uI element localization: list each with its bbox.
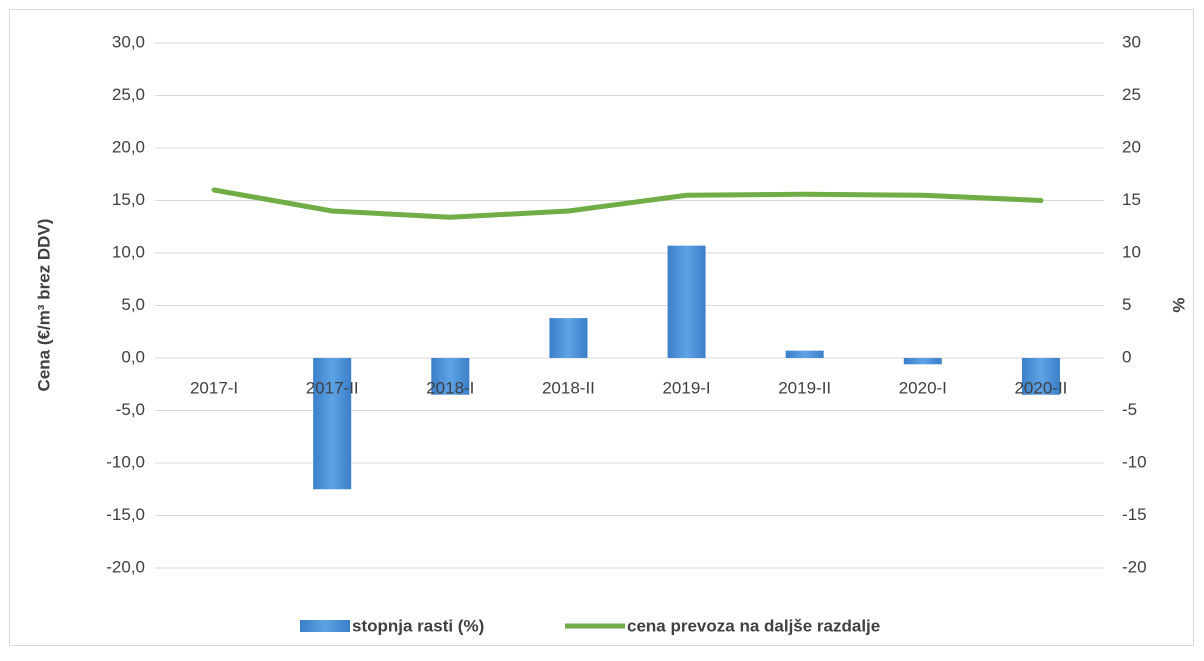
x-tick-label: 2018-I [426, 378, 474, 397]
y2-tick-label: 25 [1122, 85, 1141, 104]
x-tick-label: 2019-II [778, 378, 831, 397]
y2-tick-label: 20 [1122, 137, 1141, 156]
y-tick-label: 10,0 [112, 242, 145, 261]
y2-axis-label: % [1169, 297, 1188, 312]
chart-border [9, 9, 1194, 646]
y-tick-label: -15,0 [106, 505, 145, 524]
y2-tick-label: -20 [1122, 557, 1147, 576]
bar [667, 245, 706, 358]
legend-label: stopnja rasti (%) [352, 616, 484, 635]
bar [549, 318, 588, 358]
bar [431, 358, 470, 395]
bar [313, 358, 352, 490]
legend-swatch [300, 620, 350, 632]
y2-tick-label: 30 [1122, 32, 1141, 51]
x-tick-label: 2020-II [1014, 378, 1067, 397]
y2-tick-label: 0 [1122, 347, 1131, 366]
bar [785, 350, 824, 358]
y2-tick-label: -15 [1122, 505, 1147, 524]
y2-tick-label: 5 [1122, 295, 1131, 314]
x-tick-label: 2020-I [899, 378, 947, 397]
x-tick-label: 2019-I [662, 378, 710, 397]
y2-tick-label: 15 [1122, 190, 1141, 209]
legend-label: cena prevoza na daljše razdalje [627, 616, 880, 635]
x-tick-label: 2017-I [190, 378, 238, 397]
line [211, 187, 1044, 220]
y-tick-label: 30,0 [112, 32, 145, 51]
y-tick-label: 25,0 [112, 85, 145, 104]
y-tick-label: 5,0 [121, 295, 145, 314]
y-tick-label: 15,0 [112, 190, 145, 209]
x-tick-label: 2018-II [542, 378, 595, 397]
bar [903, 358, 942, 365]
x-tick-label: 2017-II [306, 378, 359, 397]
y2-tick-label: 10 [1122, 242, 1141, 261]
y-tick-label: -20,0 [106, 557, 145, 576]
bar [1021, 358, 1060, 395]
y-tick-label: -10,0 [106, 452, 145, 471]
y-axis-label: Cena (€/m³ brez DDV) [34, 219, 53, 392]
y-tick-label: 20,0 [112, 137, 145, 156]
y2-tick-label: -10 [1122, 452, 1147, 471]
y-tick-label: 0,0 [121, 347, 145, 366]
y-tick-label: -5,0 [116, 400, 145, 419]
y2-tick-label: -5 [1122, 400, 1137, 419]
